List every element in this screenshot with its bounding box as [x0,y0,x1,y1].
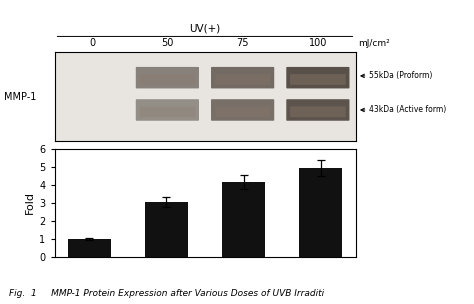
FancyBboxPatch shape [290,106,346,117]
Y-axis label: Fold: Fold [25,192,35,214]
FancyBboxPatch shape [290,74,346,85]
Bar [145,202,188,257]
Text: 55kDa (Proform): 55kDa (Proform) [369,71,432,80]
Text: mJ/cm²: mJ/cm² [358,39,390,48]
FancyBboxPatch shape [286,99,349,121]
Text: 43kDa (Active form): 43kDa (Active form) [369,105,447,115]
FancyBboxPatch shape [136,99,199,121]
FancyBboxPatch shape [286,67,349,88]
Bar [222,182,265,257]
FancyBboxPatch shape [136,67,199,88]
Text: MMP-1: MMP-1 [4,92,36,102]
FancyBboxPatch shape [215,74,271,85]
FancyBboxPatch shape [215,106,271,117]
FancyBboxPatch shape [139,106,195,117]
FancyBboxPatch shape [211,67,274,88]
Text: Fig.  1     MMP-1 Protein Expression after Various Doses of UVB Irraditi: Fig. 1 MMP-1 Protein Expression after Va… [9,289,325,298]
Text: 0: 0 [89,38,95,48]
FancyBboxPatch shape [211,99,274,121]
Text: 50: 50 [161,38,173,48]
Text: 100: 100 [309,38,327,48]
FancyBboxPatch shape [139,74,195,85]
Text: UV(+): UV(+) [190,24,220,34]
Bar [300,168,342,257]
Bar [68,239,110,257]
Text: 75: 75 [237,38,249,48]
